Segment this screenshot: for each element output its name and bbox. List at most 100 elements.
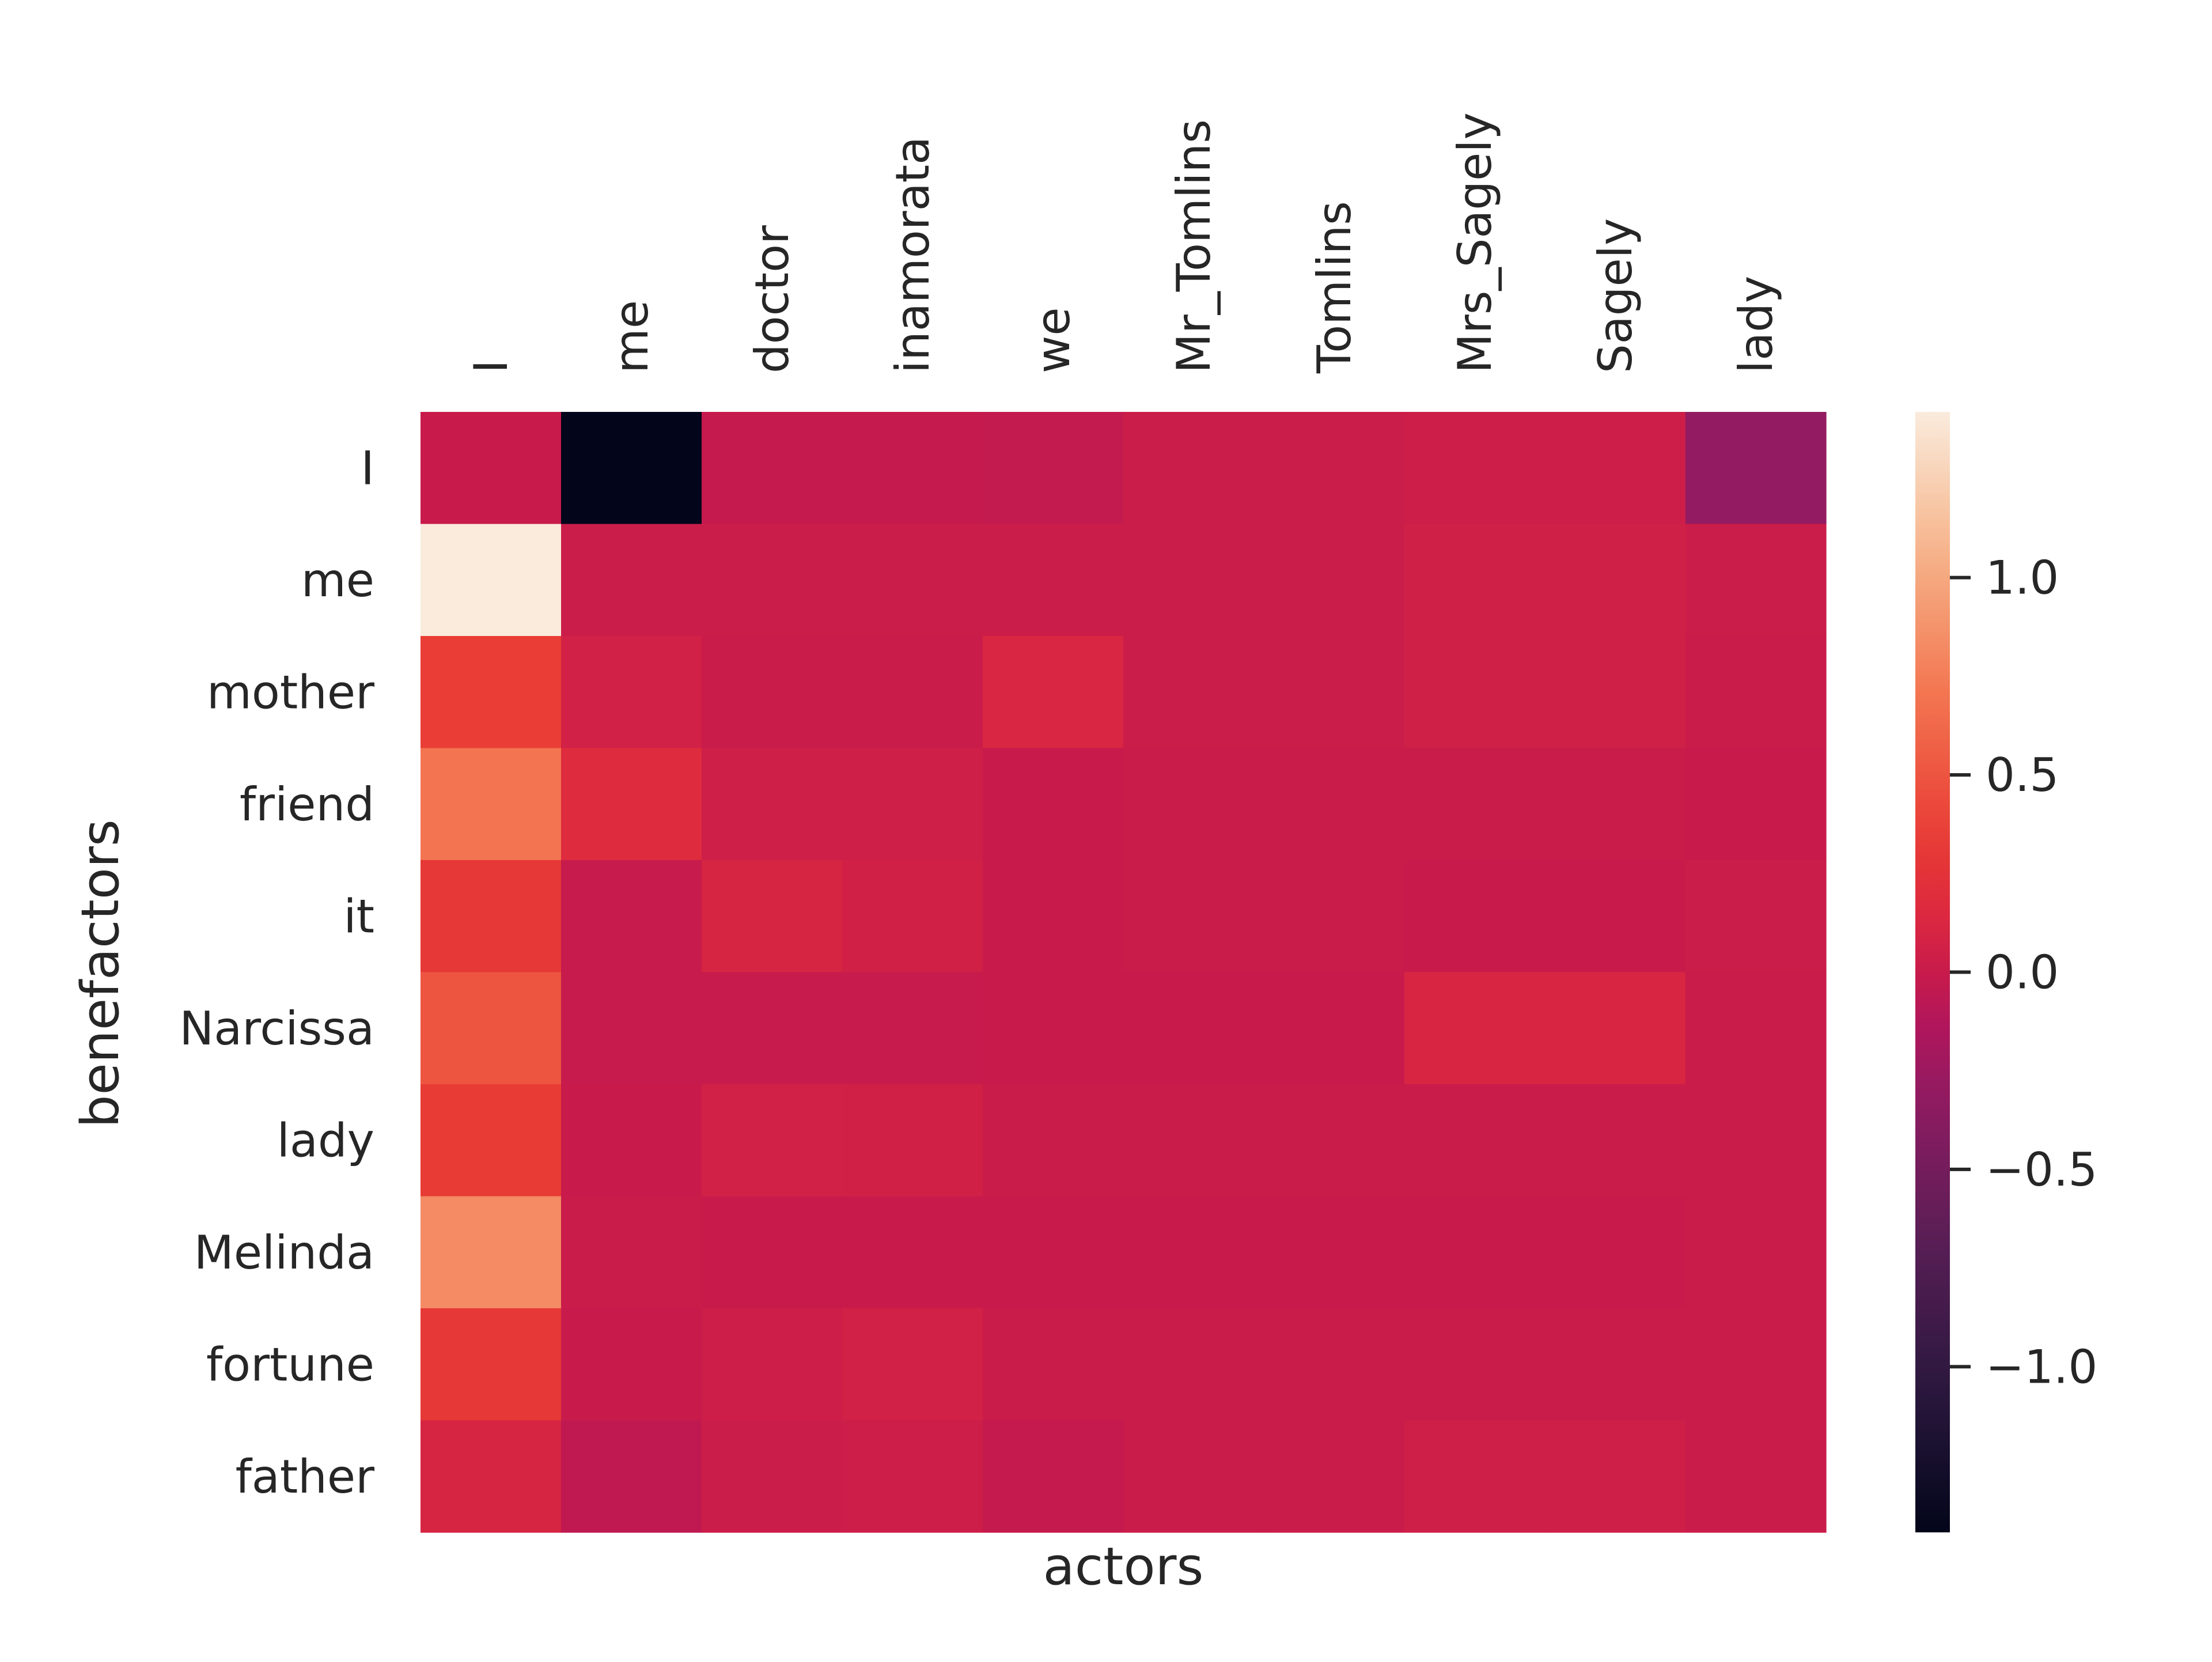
heatmap-cell — [421, 748, 562, 861]
heatmap-cell — [1685, 1308, 1827, 1421]
heatmap-cell — [421, 1084, 562, 1197]
heatmap-cell — [842, 524, 983, 637]
heatmap-cell — [983, 1196, 1124, 1309]
heatmap-cell — [1123, 412, 1264, 525]
heatmap-cell — [842, 636, 983, 749]
heatmap-cell — [421, 860, 562, 973]
heatmap-cell — [1545, 1084, 1686, 1197]
x-tick-label: inamorata — [886, 137, 940, 373]
colorbar-gradient — [1915, 412, 1950, 1532]
heatmap-cell — [561, 972, 702, 1085]
heatmap-cell — [983, 860, 1124, 973]
x-tick-label: Tomlins — [1308, 201, 1361, 374]
heatmap-cell — [1545, 1420, 1686, 1533]
colorbar-ticks: 1.0 0.5 0.0 −0.5 −1.0 — [1950, 551, 2097, 1394]
heatmap-cell — [983, 412, 1124, 525]
heatmap-cell — [561, 524, 702, 637]
x-tick-label: Sagely — [1589, 218, 1642, 373]
heatmap-cell — [1264, 1420, 1405, 1533]
y-axis-label: benefactors — [70, 819, 131, 1127]
x-tick-label: we — [1027, 307, 1080, 373]
heatmap-cell — [842, 972, 983, 1085]
heatmap-cell — [1404, 524, 1546, 637]
y-tick-label: mother — [207, 665, 374, 719]
heatmap-cell — [983, 972, 1124, 1085]
heatmap-cell — [421, 972, 562, 1085]
heatmap-cell — [561, 412, 702, 525]
heatmap-cell — [1545, 1196, 1686, 1309]
heatmap-cell — [842, 412, 983, 525]
heatmap-cell — [1123, 636, 1264, 749]
heatmap-cell — [983, 1084, 1124, 1197]
heatmap-cell — [421, 1196, 562, 1309]
heatmap-cell — [702, 636, 843, 749]
heatmap-cell — [1685, 748, 1827, 861]
x-tick-label: Mrs_Sagely — [1448, 112, 1502, 373]
heatmap-cell — [421, 1420, 562, 1533]
heatmap-cell — [1404, 860, 1546, 973]
heatmap-cell — [702, 1420, 843, 1533]
heatmap-cell — [1685, 972, 1827, 1085]
heatmap-cell — [1685, 412, 1827, 525]
heatmap-cell — [983, 1420, 1124, 1533]
heatmap-cell — [1264, 972, 1405, 1085]
heatmap-cell — [1545, 972, 1686, 1085]
x-tick-label: lady — [1729, 276, 1783, 373]
heatmap-cell — [983, 636, 1124, 749]
heatmap-cell — [1264, 412, 1405, 525]
heatmap-cell — [842, 1084, 983, 1197]
heatmap-cell — [1264, 1196, 1405, 1309]
heatmap-cell — [1123, 524, 1264, 637]
heatmap-cell — [842, 860, 983, 973]
heatmap-cell — [561, 636, 702, 749]
heatmap-cell — [702, 748, 843, 861]
y-tick-label: friend — [240, 778, 374, 831]
heatmap-cell — [842, 748, 983, 861]
x-tick-label: I — [464, 359, 518, 373]
heatmap-cell — [561, 1084, 702, 1197]
heatmap-cell — [1123, 1084, 1264, 1197]
heatmap-cell — [1264, 748, 1405, 861]
heatmap-cell — [1404, 748, 1546, 861]
heatmap-cell — [421, 636, 562, 749]
y-tick-label: lady — [277, 1114, 374, 1167]
heatmap-cell — [1264, 636, 1405, 749]
y-tick-label: fortune — [206, 1338, 374, 1391]
x-tick-label: me — [605, 300, 658, 373]
heatmap-cell — [1123, 1308, 1264, 1421]
heatmap-cell — [1685, 860, 1827, 973]
heatmap-cell — [1685, 1420, 1827, 1533]
heatmap-cell — [1123, 1196, 1264, 1309]
x-tick-label: Mr_Tomlins — [1167, 119, 1221, 373]
heatmap-cell — [702, 972, 843, 1085]
heatmap-cell — [1685, 1196, 1827, 1309]
heatmap-cell — [702, 1308, 843, 1421]
colorbar-tick-label: 0.0 — [1986, 946, 2059, 1000]
heatmap-cell — [421, 1308, 562, 1421]
x-tick-label: doctor — [745, 225, 799, 373]
heatmap-cells — [421, 412, 1827, 1533]
y-tick-label: I — [361, 441, 374, 495]
heatmap-cell — [1264, 860, 1405, 973]
heatmap-cell — [1545, 1308, 1686, 1421]
y-tick-label: it — [343, 889, 374, 943]
heatmap-cell — [1264, 1308, 1405, 1421]
y-tick-labels: Ime mother friend it Narcissa lady Melinda fort… — [179, 441, 374, 1504]
heatmap-cell — [1123, 1420, 1264, 1533]
heatmap-cell — [1264, 524, 1405, 637]
y-tick-label: Narcissa — [179, 1002, 374, 1055]
heatmap-cell — [983, 1308, 1124, 1421]
heatmap-cell — [561, 1308, 702, 1421]
heatmap-cell — [1123, 860, 1264, 973]
heatmap-cell — [1545, 412, 1686, 525]
heatmap-cell — [1404, 1420, 1546, 1533]
heatmap-cell — [561, 748, 702, 861]
heatmap-cell — [1545, 748, 1686, 861]
colorbar-tick-label: −0.5 — [1986, 1143, 2097, 1197]
heatmap-cell — [421, 412, 562, 525]
colorbar: 1.0 0.5 0.0 −0.5 −1.0 — [1915, 412, 2097, 1532]
heatmap-cell — [1404, 1308, 1546, 1421]
